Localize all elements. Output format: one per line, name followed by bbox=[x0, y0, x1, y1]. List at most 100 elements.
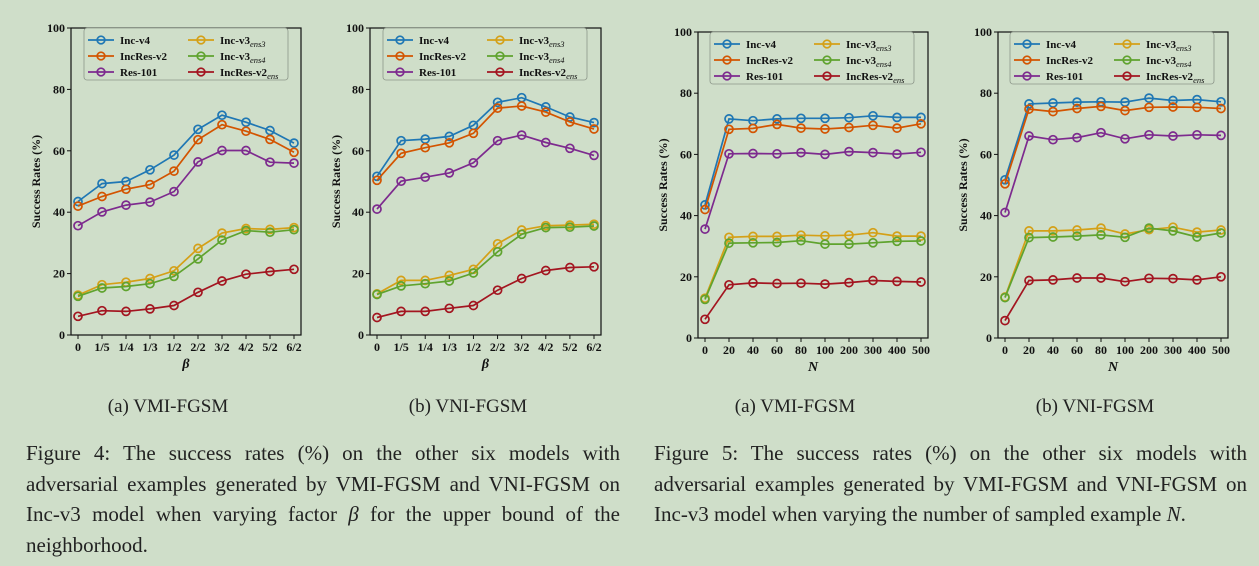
data-point bbox=[796, 230, 806, 241]
data-point bbox=[1048, 226, 1058, 236]
legend-label: Inc-v3ens4 bbox=[519, 51, 565, 65]
data-point bbox=[1096, 273, 1106, 283]
data-point bbox=[916, 236, 926, 246]
x-tick-label: 0 bbox=[702, 343, 708, 357]
data-point bbox=[820, 239, 830, 249]
y-tick-label: 80 bbox=[980, 86, 992, 100]
x-tick-label: 4/2 bbox=[238, 340, 253, 354]
data-point bbox=[169, 300, 179, 311]
x-tick-label: 1/4 bbox=[418, 340, 433, 354]
legend-label: Inc-v4 bbox=[419, 35, 449, 47]
data-point bbox=[820, 149, 830, 160]
y-tick-label: 40 bbox=[980, 209, 992, 223]
data-point bbox=[468, 268, 479, 278]
series-line bbox=[704, 122, 922, 210]
y-tick-label: 60 bbox=[53, 144, 65, 158]
series-line bbox=[77, 114, 295, 203]
legend-label: Inc-v3ens4 bbox=[1146, 55, 1192, 69]
data-point bbox=[420, 172, 431, 183]
data-point bbox=[265, 227, 275, 238]
series-line bbox=[376, 223, 595, 295]
y-tick-label: 60 bbox=[980, 147, 992, 161]
data-point bbox=[796, 113, 806, 124]
data-point bbox=[589, 150, 599, 161]
legend-label: Inc-v3ens4 bbox=[220, 51, 266, 65]
x-tick-label: 5/2 bbox=[562, 340, 577, 354]
data-point bbox=[1168, 102, 1178, 112]
data-point bbox=[396, 281, 406, 291]
data-point bbox=[444, 137, 455, 148]
data-point bbox=[916, 147, 926, 158]
data-point bbox=[565, 143, 575, 154]
data-point bbox=[844, 230, 854, 241]
legend-marker bbox=[1022, 55, 1032, 65]
x-tick-label: 400 bbox=[1188, 343, 1206, 357]
series-line bbox=[1004, 97, 1222, 181]
series-line bbox=[1004, 226, 1222, 298]
data-point bbox=[916, 277, 926, 287]
x-tick-label: 40 bbox=[1047, 343, 1059, 357]
legend-label: IncRes-v2 bbox=[120, 51, 168, 63]
y-tick-label: 100 bbox=[974, 25, 992, 39]
data-point bbox=[1072, 103, 1082, 114]
y-tick-label: 60 bbox=[680, 147, 692, 161]
data-point bbox=[73, 220, 83, 231]
legend-label: Inc-v3ens3 bbox=[1146, 39, 1192, 53]
y-tick-label: 20 bbox=[352, 267, 364, 281]
data-point bbox=[1000, 292, 1010, 303]
data-point bbox=[1024, 275, 1034, 286]
data-point bbox=[121, 184, 131, 195]
data-point bbox=[396, 135, 406, 146]
data-point bbox=[193, 134, 203, 145]
data-point bbox=[444, 303, 455, 314]
data-point bbox=[772, 237, 782, 248]
data-point bbox=[145, 179, 155, 190]
x-tick-label: 0 bbox=[374, 340, 380, 354]
data-point bbox=[1192, 275, 1202, 285]
x-tick-label: 300 bbox=[1164, 343, 1182, 357]
data-point bbox=[169, 271, 179, 282]
data-point bbox=[796, 123, 806, 133]
data-point bbox=[1168, 273, 1178, 284]
y-axis-title: Success Rates (%) bbox=[329, 135, 343, 228]
data-point bbox=[121, 200, 131, 210]
legend-marker bbox=[1122, 71, 1132, 81]
data-point bbox=[1096, 223, 1106, 233]
data-point bbox=[1072, 132, 1082, 143]
legend-marker bbox=[96, 35, 106, 45]
series-line bbox=[77, 228, 295, 298]
data-point bbox=[444, 270, 455, 281]
x-tick-label: 80 bbox=[795, 343, 807, 357]
legend-label: Inc-v4 bbox=[1046, 39, 1076, 51]
legend-marker bbox=[395, 67, 405, 77]
data-point bbox=[724, 232, 734, 243]
data-point bbox=[241, 145, 251, 156]
data-point bbox=[1192, 227, 1202, 237]
data-point bbox=[892, 149, 902, 159]
legend-label: Inc-v4 bbox=[120, 35, 150, 47]
legend-marker bbox=[395, 51, 405, 61]
figure-4-caption: Figure 4: The success rates (%) on the o… bbox=[26, 438, 620, 560]
data-point bbox=[396, 306, 406, 317]
subcaption-fig5b: (b) VNI-FGSM bbox=[1035, 396, 1155, 417]
legend-marker bbox=[1022, 71, 1032, 81]
data-point bbox=[1216, 271, 1226, 282]
legend-marker bbox=[196, 35, 206, 45]
data-point bbox=[796, 278, 806, 289]
data-point bbox=[844, 239, 854, 249]
series-line bbox=[704, 239, 922, 300]
data-point bbox=[169, 150, 179, 160]
data-point bbox=[444, 168, 455, 178]
y-tick-label: 100 bbox=[346, 21, 364, 35]
x-tick-label: 2/2 bbox=[490, 340, 505, 354]
data-point bbox=[700, 294, 710, 305]
data-point bbox=[700, 224, 710, 234]
data-point bbox=[1000, 315, 1010, 326]
legend-marker bbox=[96, 51, 106, 61]
data-point bbox=[844, 122, 854, 133]
data-point bbox=[1192, 232, 1202, 242]
data-point bbox=[748, 278, 758, 288]
data-point bbox=[1096, 101, 1106, 112]
data-point bbox=[589, 124, 599, 134]
data-point bbox=[772, 231, 782, 242]
